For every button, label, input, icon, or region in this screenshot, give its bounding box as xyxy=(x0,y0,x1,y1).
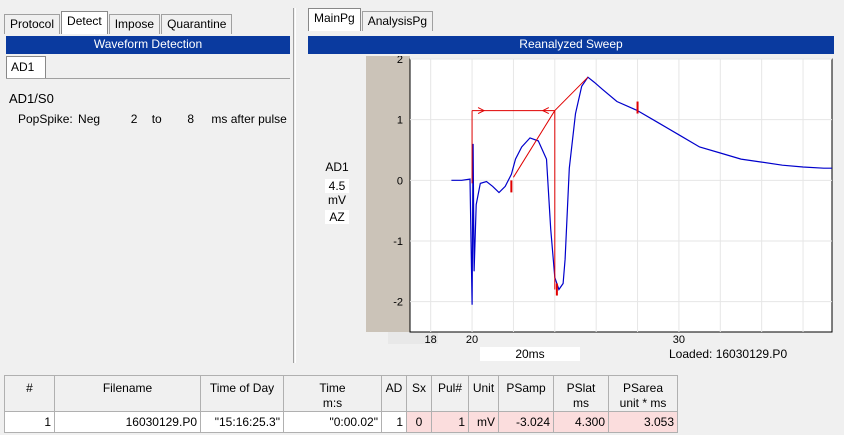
from-field[interactable]: 2 xyxy=(130,112,138,126)
y-tick-label: 1 xyxy=(397,115,403,127)
ms-after-pulse-label: ms after pulse xyxy=(211,112,287,126)
cell-pul[interactable]: 1 xyxy=(431,411,469,433)
cell-unit[interactable]: mV xyxy=(468,411,499,433)
x-tick-label: 20 xyxy=(466,334,478,346)
loaded-file-label: Loaded: 16030129.P0 xyxy=(669,347,788,361)
x-axis-label: 20ms xyxy=(480,347,580,361)
y-tick-labels: 2 1 0 -1 -2 xyxy=(393,56,403,309)
cell-ad[interactable]: 1 xyxy=(381,411,407,433)
y-tick-label: 2 xyxy=(397,56,403,66)
x-axis-band xyxy=(388,332,438,344)
x-tick-label: 30 xyxy=(673,334,685,346)
cell-sx[interactable]: 0 xyxy=(406,411,432,433)
x-tick-labels: 18 20 30 xyxy=(425,334,685,346)
y-tick-label: -2 xyxy=(393,297,403,309)
col-filename[interactable]: Filename xyxy=(54,375,201,412)
y-axis-band xyxy=(366,56,410,332)
polarity-field[interactable]: Neg xyxy=(78,112,101,126)
cell-pslat[interactable]: 4.300 xyxy=(553,411,609,433)
y-tick-label: 0 xyxy=(397,175,403,187)
col-index[interactable]: # xyxy=(4,375,55,412)
reanalyzed-sweep-title: Reanalyzed Sweep xyxy=(308,36,834,54)
event-marker xyxy=(636,101,639,114)
arrowhead xyxy=(477,107,486,115)
cell-psamp[interactable]: -3.024 xyxy=(498,411,554,433)
analysis-annotations xyxy=(471,76,639,296)
col-sx[interactable]: Sx xyxy=(406,375,432,412)
col-psarea[interactable]: PSarea unit * ms xyxy=(608,375,678,412)
cell-time-of-day[interactable]: "15:16:25.3" xyxy=(200,411,284,433)
col-psamp[interactable]: PSamp xyxy=(498,375,554,412)
subtab-divider xyxy=(6,78,290,79)
col-pslat[interactable]: PSlat ms xyxy=(553,375,609,412)
scale-unit: mV xyxy=(328,193,346,207)
event-marker xyxy=(555,283,558,296)
channel-label: AD1/S0 xyxy=(9,91,54,106)
col-time-ms[interactable]: Time m:s xyxy=(283,375,382,412)
tab-analysispg[interactable]: AnalysisPg xyxy=(361,11,434,31)
table-row[interactable]: 1 16030129.P0 "15:16:25.3" "0:00.02" 1 0… xyxy=(4,411,678,433)
tab-protocol[interactable]: Protocol xyxy=(4,14,61,34)
x-tick-label: 18 xyxy=(425,334,437,346)
rise-line xyxy=(513,110,556,178)
waveform-detection-title: Waveform Detection xyxy=(6,36,290,54)
peak-line xyxy=(554,76,589,111)
plot-channel-label: AD1 xyxy=(325,160,349,174)
scale-value[interactable]: 4.5 xyxy=(325,179,349,193)
tab-quarantine[interactable]: Quarantine xyxy=(161,14,233,34)
col-time-of-day[interactable]: Time of Day xyxy=(200,375,284,412)
to-field[interactable]: 8 xyxy=(187,112,195,126)
event-marker xyxy=(510,180,513,193)
az-button[interactable]: AZ xyxy=(325,210,349,224)
results-table: # Filename Time of Day Time m:s AD Sx Pu… xyxy=(4,375,678,433)
tab-impose[interactable]: Impose xyxy=(108,14,161,34)
col-ad[interactable]: AD xyxy=(381,375,407,412)
cell-index[interactable]: 1 xyxy=(4,411,55,433)
cell-psarea[interactable]: 3.053 xyxy=(608,411,678,433)
tab-mainpg[interactable]: MainPg xyxy=(308,8,361,31)
cell-time[interactable]: "0:00.02" xyxy=(283,411,382,433)
popspike-label: PopSpike: xyxy=(18,112,73,126)
sweep-trace xyxy=(451,76,832,305)
cell-filename[interactable]: 16030129.P0 xyxy=(54,411,201,433)
to-label: to xyxy=(151,112,162,126)
pane-splitter[interactable] xyxy=(293,8,296,363)
tab-ad1[interactable]: AD1 xyxy=(6,56,46,78)
col-unit[interactable]: Unit xyxy=(468,375,499,412)
table-header-row: # Filename Time of Day Time m:s AD Sx Pu… xyxy=(4,375,678,412)
arrowhead xyxy=(541,107,550,115)
tab-detect[interactable]: Detect xyxy=(61,11,108,34)
col-pul[interactable]: Pul# xyxy=(431,375,469,412)
popspike-row: PopSpike: Neg 2 to 8 ms after pulse xyxy=(18,112,287,126)
right-tab-strip: MainPg AnalysisPg xyxy=(308,8,434,31)
left-tab-strip: Protocol Detect Impose Quarantine xyxy=(4,11,233,34)
sweep-plot: 2 1 0 -1 -2 18 20 30 xyxy=(366,56,833,346)
y-tick-label: -1 xyxy=(393,236,403,248)
